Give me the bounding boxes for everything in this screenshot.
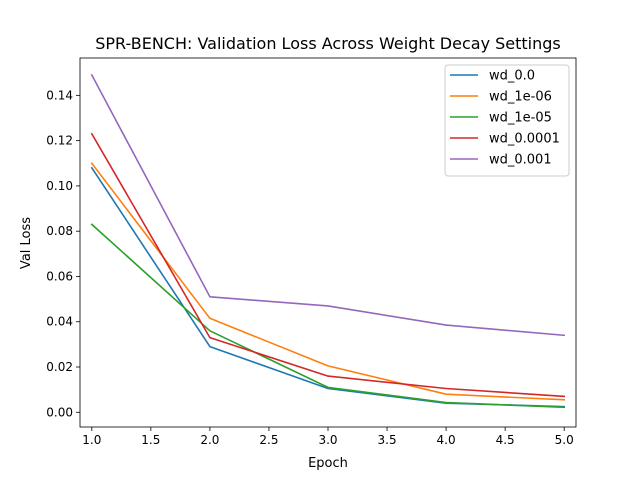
x-tick-label-2: 2.0	[200, 433, 219, 447]
x-tick-label-5: 3.5	[378, 433, 397, 447]
x-tick-label-4: 3.0	[318, 433, 337, 447]
legend-label-0: wd_0.0	[489, 69, 535, 84]
y-tick-label-2: 0.04	[46, 315, 73, 329]
x-tick-label-1: 1.5	[141, 433, 160, 447]
chart-title: SPR-BENCH: Validation Loss Across Weight…	[95, 34, 561, 53]
x-axis-label: Epoch	[308, 456, 348, 471]
legend-label-4: wd_0.001	[489, 153, 552, 168]
series-line-3	[90, 132, 566, 398]
series-line-2	[90, 223, 566, 409]
x-tick-label-8: 5.0	[555, 433, 574, 447]
x-tick-label-7: 4.5	[496, 433, 515, 447]
x-tick-label-0: 1.0	[82, 433, 101, 447]
y-tick-label-1: 0.02	[46, 360, 73, 374]
legend-label-1: wd_1e-06	[489, 90, 552, 105]
y-tick-label-7: 0.14	[46, 88, 73, 102]
series-layer	[90, 73, 566, 409]
x-tick-label-6: 4.0	[437, 433, 456, 447]
y-tick-label-6: 0.12	[46, 134, 73, 148]
y-tick-label-5: 0.10	[46, 179, 73, 193]
legend: wd_0.0 wd_1e-06 wd_1e-05 wd_0.0001 wd_0.001	[444, 64, 570, 177]
legend-label-2: wd_1e-05	[489, 111, 552, 126]
legend-box	[444, 64, 570, 177]
x-tick-label-3: 2.5	[259, 433, 278, 447]
series-line-4	[90, 73, 566, 337]
legend-label-3: wd_0.0001	[489, 132, 560, 147]
y-tick-label-4: 0.08	[46, 224, 73, 238]
y-tick-label-0: 0.00	[46, 405, 73, 419]
axes-layer: 1.0 1.5 2.0 2.5 3.0 3.5 4.0 4.5 5.0 0.00 0.02 0.04 0…	[46, 57, 577, 447]
series-line-1	[90, 162, 566, 401]
y-axis-label: Val Loss	[19, 217, 34, 269]
y-tick-label-3: 0.06	[46, 269, 73, 283]
